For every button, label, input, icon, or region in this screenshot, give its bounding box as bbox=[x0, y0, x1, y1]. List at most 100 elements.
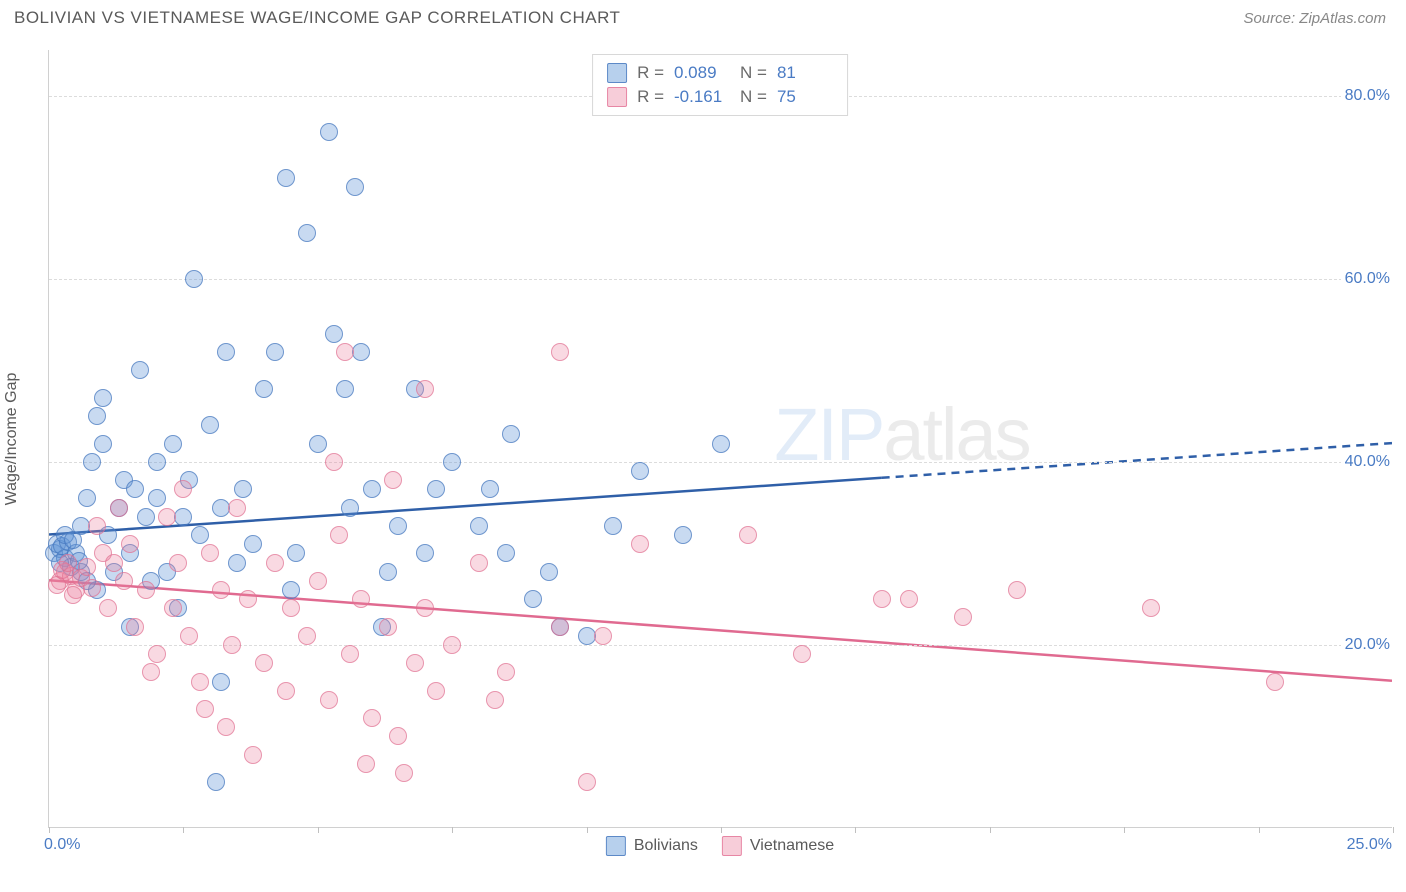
data-point bbox=[266, 554, 284, 572]
data-point bbox=[217, 718, 235, 736]
data-point bbox=[309, 572, 327, 590]
data-point bbox=[336, 380, 354, 398]
data-point bbox=[631, 535, 649, 553]
data-point bbox=[379, 618, 397, 636]
data-point bbox=[83, 453, 101, 471]
data-point bbox=[59, 554, 77, 572]
chart-container: ZIPatlas 20.0%40.0%60.0%80.0% Wage/Incom… bbox=[48, 50, 1392, 828]
data-point bbox=[481, 480, 499, 498]
legend-item: Bolivians bbox=[606, 836, 698, 856]
data-point bbox=[244, 746, 262, 764]
data-point bbox=[427, 682, 445, 700]
data-point bbox=[470, 517, 488, 535]
data-point bbox=[443, 636, 461, 654]
data-point bbox=[631, 462, 649, 480]
n-label: N = bbox=[740, 63, 767, 83]
watermark: ZIPatlas bbox=[774, 392, 1029, 477]
x-tick bbox=[318, 827, 319, 833]
legend-stat-row: R = 0.089 N = 81 bbox=[607, 61, 833, 85]
data-point bbox=[164, 435, 182, 453]
data-point bbox=[217, 343, 235, 361]
data-point bbox=[174, 508, 192, 526]
data-point bbox=[416, 380, 434, 398]
r-value: 0.089 bbox=[674, 63, 730, 83]
data-point bbox=[389, 727, 407, 745]
data-point bbox=[244, 535, 262, 553]
data-point bbox=[578, 773, 596, 791]
data-point bbox=[954, 608, 972, 626]
x-tick bbox=[49, 827, 50, 833]
data-point bbox=[191, 526, 209, 544]
r-label: R = bbox=[637, 87, 664, 107]
data-point bbox=[900, 590, 918, 608]
data-point bbox=[325, 325, 343, 343]
data-point bbox=[158, 508, 176, 526]
data-point bbox=[497, 663, 515, 681]
data-point bbox=[148, 453, 166, 471]
data-point bbox=[540, 563, 558, 581]
grid-line bbox=[49, 645, 1392, 646]
x-tick bbox=[721, 827, 722, 833]
data-point bbox=[88, 407, 106, 425]
data-point bbox=[309, 435, 327, 453]
data-point bbox=[336, 343, 354, 361]
legend-label: Bolivians bbox=[634, 837, 698, 855]
data-point bbox=[115, 572, 133, 590]
data-point bbox=[185, 270, 203, 288]
data-point bbox=[277, 682, 295, 700]
data-point bbox=[352, 590, 370, 608]
data-point bbox=[83, 579, 101, 597]
data-point bbox=[148, 489, 166, 507]
r-value: -0.161 bbox=[674, 87, 730, 107]
legend-swatch bbox=[607, 87, 627, 107]
data-point bbox=[325, 453, 343, 471]
data-point bbox=[352, 343, 370, 361]
data-point bbox=[395, 764, 413, 782]
x-tick bbox=[990, 827, 991, 833]
data-point bbox=[416, 599, 434, 617]
data-point bbox=[1142, 599, 1160, 617]
data-point bbox=[551, 343, 569, 361]
data-point bbox=[298, 224, 316, 242]
data-point bbox=[363, 709, 381, 727]
data-point bbox=[191, 673, 209, 691]
legend-item: Vietnamese bbox=[722, 836, 834, 856]
x-tick bbox=[1393, 827, 1394, 833]
legend-swatch bbox=[606, 836, 626, 856]
data-point bbox=[1266, 673, 1284, 691]
data-point bbox=[64, 586, 82, 604]
data-point bbox=[793, 645, 811, 663]
data-point bbox=[164, 599, 182, 617]
data-point bbox=[228, 554, 246, 572]
data-point bbox=[320, 123, 338, 141]
n-value: 75 bbox=[777, 87, 833, 107]
data-point bbox=[174, 480, 192, 498]
data-point bbox=[142, 663, 160, 681]
x-axis-min-label: 0.0% bbox=[44, 836, 80, 854]
data-point bbox=[201, 416, 219, 434]
data-point bbox=[1008, 581, 1026, 599]
data-point bbox=[255, 380, 273, 398]
data-point bbox=[470, 554, 488, 572]
n-label: N = bbox=[740, 87, 767, 107]
data-point bbox=[502, 425, 520, 443]
data-point bbox=[406, 654, 424, 672]
data-point bbox=[298, 627, 316, 645]
x-tick bbox=[1124, 827, 1125, 833]
x-tick bbox=[1259, 827, 1260, 833]
data-point bbox=[524, 590, 542, 608]
data-point bbox=[357, 755, 375, 773]
data-point bbox=[341, 499, 359, 517]
y-tick-label: 20.0% bbox=[1341, 636, 1394, 654]
legend-swatch bbox=[722, 836, 742, 856]
data-point bbox=[282, 581, 300, 599]
data-point bbox=[427, 480, 445, 498]
data-point bbox=[551, 618, 569, 636]
data-point bbox=[674, 526, 692, 544]
legend-label: Vietnamese bbox=[750, 837, 834, 855]
data-point bbox=[78, 558, 96, 576]
data-point bbox=[255, 654, 273, 672]
legend-series: Bolivians Vietnamese bbox=[606, 836, 834, 856]
data-point bbox=[384, 471, 402, 489]
data-point bbox=[94, 435, 112, 453]
